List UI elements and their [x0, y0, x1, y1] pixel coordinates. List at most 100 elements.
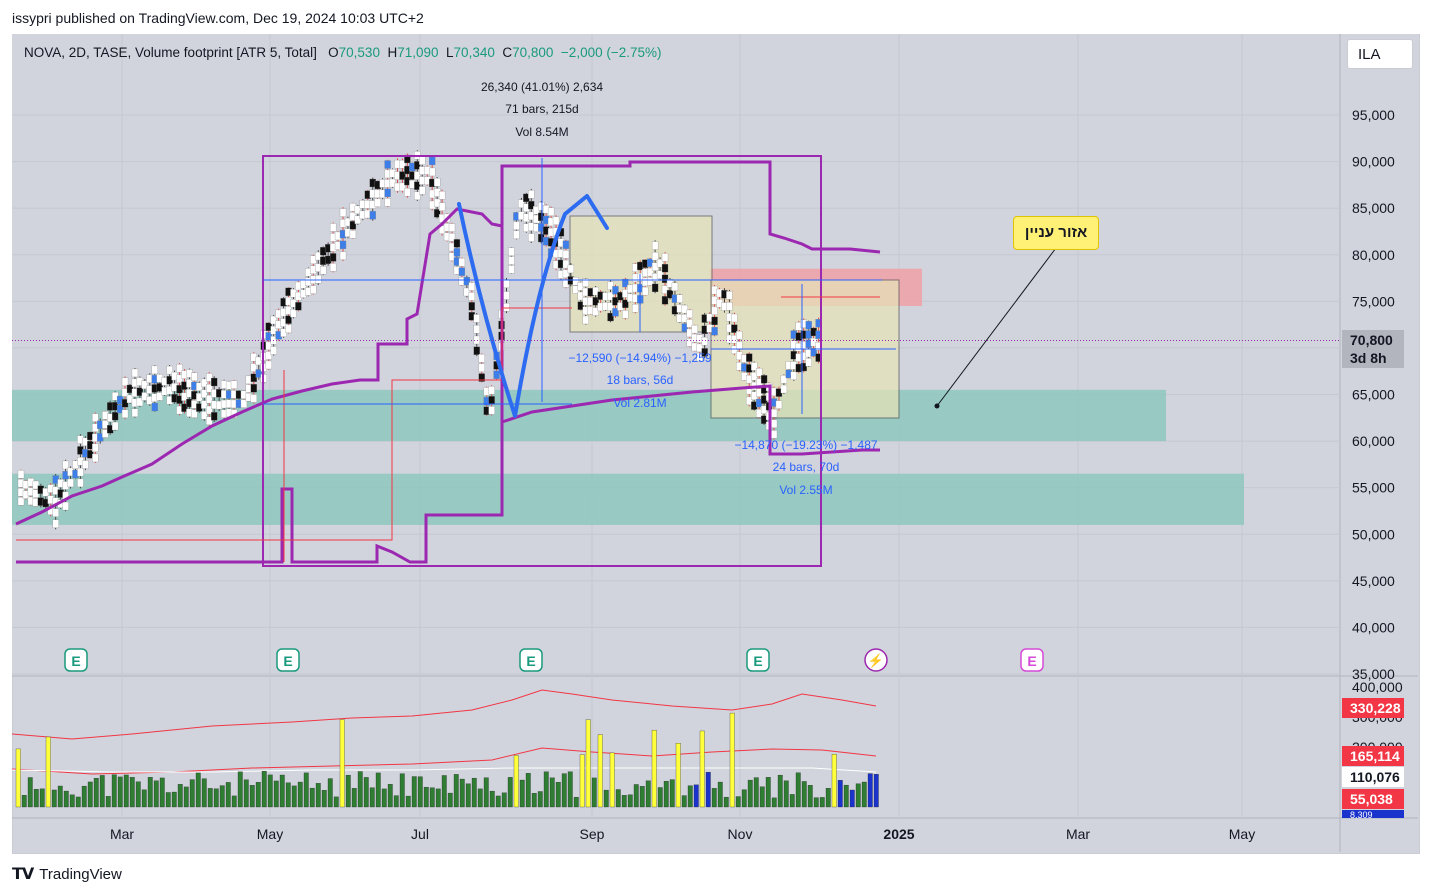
annotation-note[interactable]: אזור עניין	[1013, 216, 1099, 250]
volume-bar	[87, 781, 93, 808]
footprint-cell	[399, 160, 406, 169]
purple-lower-line	[501, 384, 880, 456]
footprint-cell	[121, 377, 129, 386]
footprint-cell	[508, 247, 515, 256]
x-tick-label: Sep	[580, 826, 605, 842]
footprint-cell	[671, 282, 679, 292]
footprint-cell	[121, 399, 129, 408]
volume-bar	[81, 785, 87, 808]
y-tick-label: 90,000	[1352, 154, 1395, 170]
footprint-cell	[622, 310, 629, 319]
volume-bar	[465, 783, 471, 808]
x-tick-label: Mar	[1066, 826, 1090, 842]
earnings-marker-icon	[519, 648, 543, 672]
volume-bar	[15, 748, 21, 808]
footprint-cell	[102, 420, 109, 429]
footprint-cell	[250, 384, 257, 393]
footprint-cell	[607, 281, 614, 290]
footprint-cell	[32, 480, 40, 490]
volume-bar	[783, 780, 789, 808]
footprint-cell	[592, 307, 599, 316]
volume-tag-1-bg	[1342, 698, 1404, 718]
volume-bar	[63, 790, 69, 808]
footprint-cell	[656, 258, 664, 268]
footprint-cell	[726, 291, 733, 300]
footprint-cell	[775, 400, 783, 409]
footprint-cell	[755, 368, 763, 377]
volume-bar	[375, 772, 381, 808]
annotation-pointer	[936, 247, 1057, 407]
measure2-line1: −12,590 (−14.94%) −1,259	[568, 351, 711, 365]
overlays	[12, 155, 1340, 567]
footprint-cell	[404, 154, 411, 164]
volume-bar	[195, 772, 201, 808]
footprint-cell	[478, 373, 485, 382]
earnings-marker-label: E	[1027, 653, 1036, 669]
volume-bar	[231, 795, 237, 808]
footprint-cell	[211, 377, 218, 387]
footprint-cell	[399, 171, 406, 180]
footprint-cell	[661, 253, 669, 262]
volume-pane	[12, 689, 879, 808]
footprint-cell	[201, 389, 208, 398]
volume-bar	[75, 796, 81, 808]
volume-tag-3-bg	[1342, 767, 1404, 787]
volume-bar	[183, 786, 189, 808]
footprint-cell	[206, 373, 213, 382]
footprint-cell	[433, 209, 441, 218]
footprint-cell	[572, 276, 579, 286]
footprint-cell	[62, 501, 69, 511]
volume-tag-3: 110,076	[1350, 769, 1400, 785]
volume-bar	[627, 794, 633, 808]
volume-bar	[339, 719, 345, 808]
countdown-tag-bg	[1342, 348, 1404, 368]
footprint-cell	[513, 221, 520, 230]
footprint-cell	[354, 205, 362, 215]
y-tick-label: 40,000	[1352, 619, 1395, 635]
footprint-cell	[681, 304, 688, 314]
demand-zone-lower	[12, 473, 1244, 525]
footprint-cell	[448, 223, 456, 232]
volume-bar	[537, 791, 543, 808]
volume-bar	[513, 755, 519, 808]
volume-bar	[705, 772, 711, 808]
volume-bar	[687, 785, 693, 808]
currency-button[interactable]: ILA	[1347, 39, 1413, 69]
volume-bar	[459, 778, 465, 808]
volume-bar	[435, 788, 441, 808]
footprint-cell	[810, 348, 817, 357]
volume-bar	[165, 792, 171, 808]
volume-bar	[213, 788, 219, 808]
legend-l-label: L	[446, 45, 454, 60]
price-chart[interactable]: 95,00090,00085,00080,00075,00070,00065,0…	[12, 34, 1418, 852]
footprint-cell	[438, 191, 446, 200]
footprint-cell	[746, 353, 753, 362]
footprint-cell	[310, 285, 317, 294]
earnings-marker-icon	[64, 648, 88, 672]
footprint-cell	[176, 364, 183, 373]
footprint-cell	[201, 400, 208, 409]
footprint-cell	[780, 384, 788, 394]
volume-bar	[261, 771, 267, 808]
volume-bar	[363, 777, 369, 808]
footprint-cell	[696, 352, 703, 362]
footprint-cell	[731, 313, 738, 323]
tradingview-logo-icon: 𝗧𝗩	[12, 866, 34, 883]
volume-bar	[357, 771, 363, 808]
volume-bar	[831, 754, 837, 808]
footprint-cell	[92, 413, 99, 422]
footprint-cell	[592, 286, 599, 296]
footprint-cell	[62, 460, 69, 470]
footprint-cell	[131, 408, 139, 417]
footprint-cell	[661, 274, 669, 284]
earnings-marker-icon	[276, 648, 300, 672]
footprint-cell	[17, 497, 25, 506]
y-tick-label: 55,000	[1352, 480, 1395, 496]
volume-bar	[615, 789, 621, 808]
volume-bar	[447, 792, 453, 808]
footprint-cell	[473, 335, 480, 345]
footprint-cell	[552, 216, 560, 225]
volume-bar	[663, 781, 669, 808]
volume-bar	[411, 776, 417, 808]
footprint-cell	[736, 331, 743, 340]
